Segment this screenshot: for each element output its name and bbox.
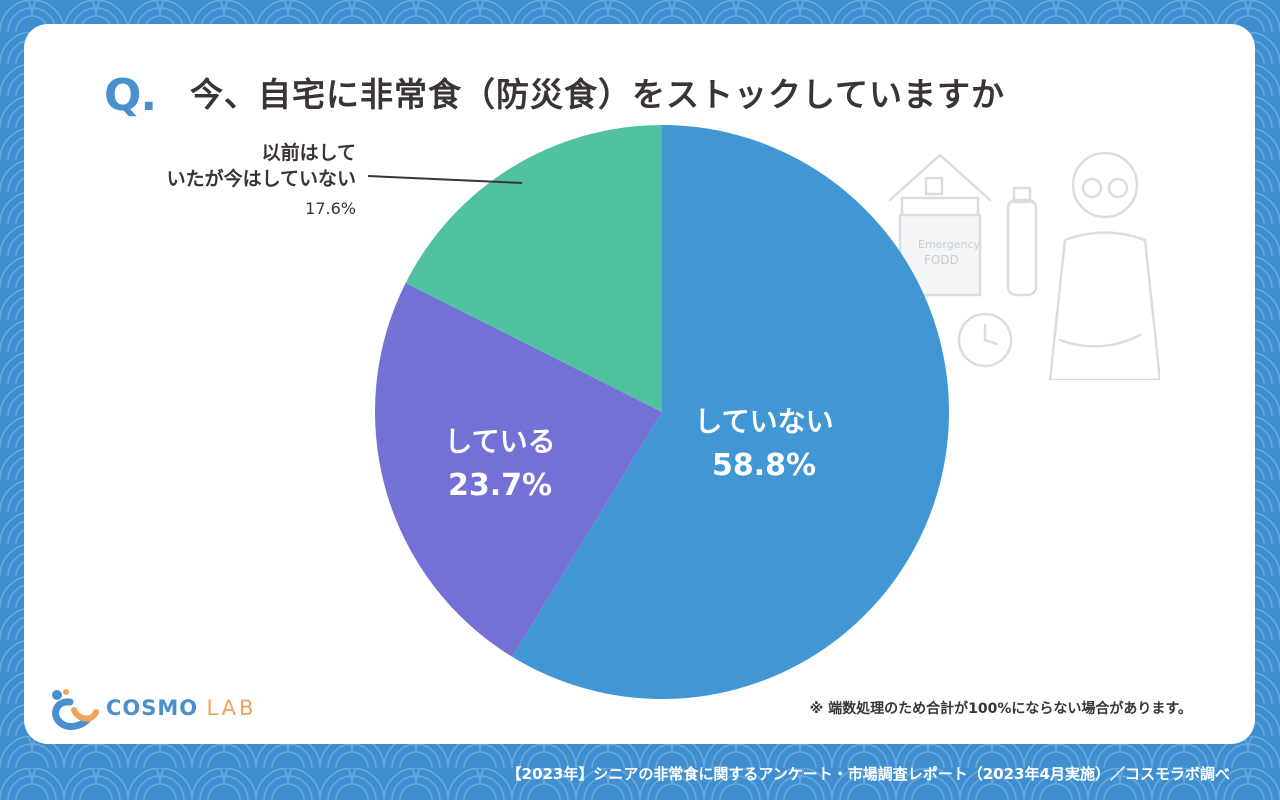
slice-label-no-percent: 58.8%	[711, 448, 817, 483]
logo-lab: LAB	[206, 696, 257, 720]
callout-leader-line	[367, 175, 523, 184]
slice-label-stocking: している 23.7%	[444, 420, 555, 508]
slice-label-no-name: していない	[694, 405, 834, 438]
senior-emergency-food-illustration: Emergency FODD	[888, 151, 1160, 380]
cosmo-lab-logo: COSMO LAB	[48, 688, 256, 730]
question-mark: Q.	[104, 70, 157, 121]
logo-wordmark: COSMO LAB	[106, 696, 256, 720]
logo-cosmo: COSMO	[106, 696, 199, 720]
senior-person-icon	[1071, 151, 1139, 219]
cosmo-lab-logo-icon	[52, 689, 99, 730]
slice-label-not-stocking: していない 58.8%	[694, 400, 833, 488]
house-icon	[888, 153, 992, 202]
callout-line2: いたが今はしていない	[166, 168, 356, 190]
footer-source: 【2023年】シニアの非常食に関するアンケート・市場調査レポート（2023年4月…	[506, 765, 1230, 783]
pie-slice-stocking	[375, 283, 662, 657]
callout-previously-stocked: 以前はして いたが今はしていない 17.6%	[167, 140, 356, 222]
pie-slice-previously-stocked	[405, 125, 662, 412]
illus-box-line1: Emergency	[918, 238, 981, 251]
pie-slice-not-stocking	[512, 125, 950, 699]
rounding-note: ※ 端数処理のため合計が100%にならない場合があります。	[809, 701, 1192, 717]
illus-box-line2: FODD	[924, 253, 959, 267]
callout-percent: 17.6%	[305, 199, 356, 218]
slice-label-yes-percent: 23.7%	[447, 468, 553, 503]
callout-line1: 以前はして	[261, 142, 356, 164]
clock-icon	[957, 312, 1013, 368]
question-title: 今、自宅に非常食（防災食）をストックしていますか	[190, 75, 1006, 114]
slice-label-yes-name: している	[444, 425, 556, 458]
water-bottle-icon	[1006, 198, 1038, 297]
